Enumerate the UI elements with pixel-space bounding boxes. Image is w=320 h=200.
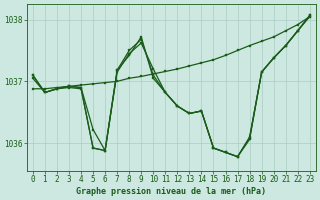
X-axis label: Graphe pression niveau de la mer (hPa): Graphe pression niveau de la mer (hPa) bbox=[76, 187, 266, 196]
